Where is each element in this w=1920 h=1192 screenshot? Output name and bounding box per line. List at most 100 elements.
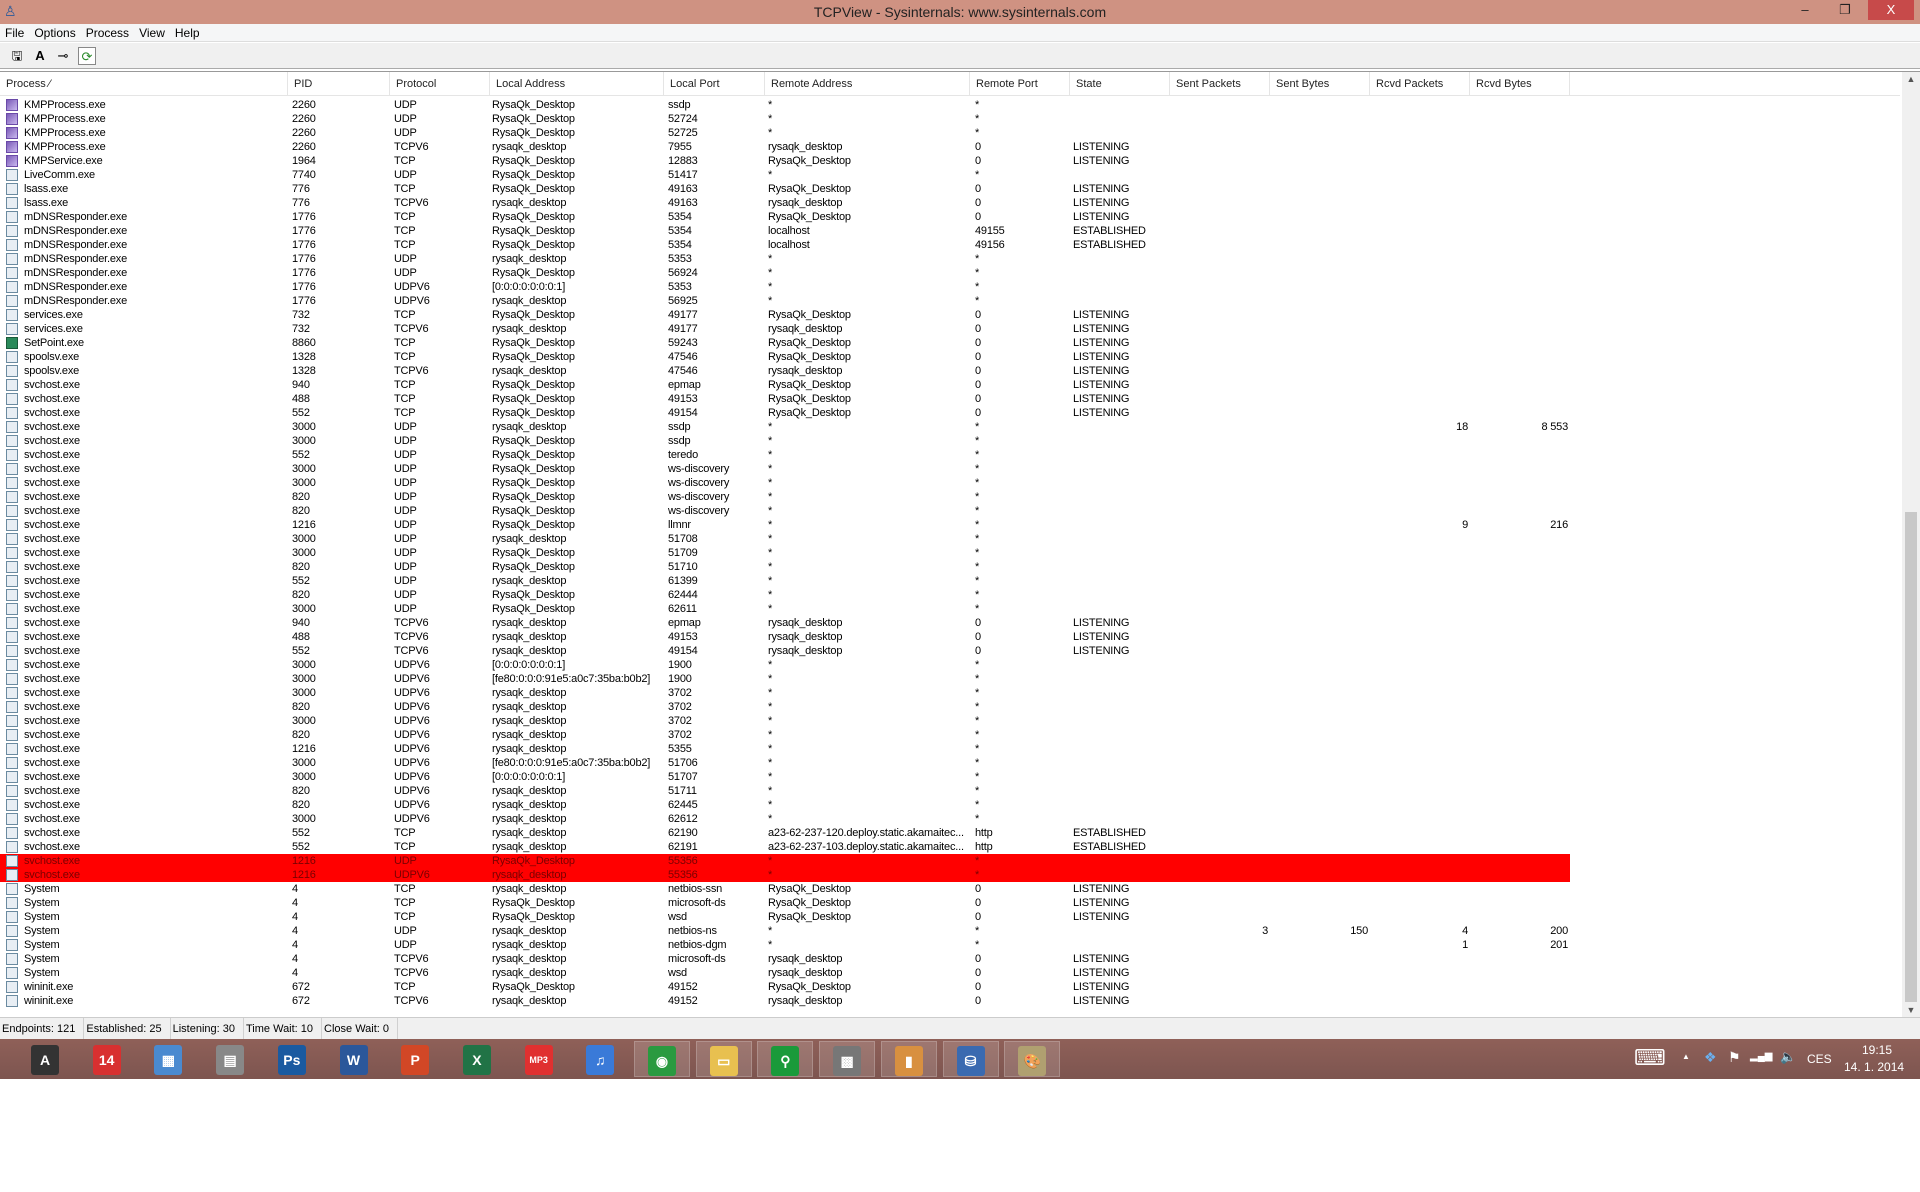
taskbar-button[interactable]: ▮	[880, 1041, 937, 1077]
column-header-local-address[interactable]: Local Address	[490, 72, 664, 96]
taskbar-button[interactable]: ▦	[140, 1041, 196, 1077]
taskbar-button[interactable]: P	[387, 1041, 443, 1077]
table-row[interactable]: System 4 TCP RysaQk_Desktop wsd RysaQk_Deskto…	[0, 910, 1570, 924]
column-header-pid[interactable]: PID	[288, 72, 390, 96]
table-row[interactable]: mDNSResponder.exe 1776 UDP RysaQk_Desktop 56…	[0, 266, 1570, 280]
table-row[interactable]: svchost.exe 552 TCP rysaqk_desktop 62190 a23-…	[0, 826, 1570, 840]
column-header-process[interactable]: Process ⁄	[0, 72, 288, 96]
table-row[interactable]: KMPProcess.exe 2260 UDP RysaQk_Desktop 52725…	[0, 126, 1570, 140]
input-language[interactable]: CES	[1807, 1052, 1832, 1066]
table-row[interactable]: svchost.exe 3000 UDPV6 [0:0:0:0:0:0:0:1] 517…	[0, 770, 1570, 784]
column-header-state[interactable]: State	[1070, 72, 1170, 96]
table-row[interactable]: services.exe 732 TCP RysaQk_Desktop 49177 Rys…	[0, 308, 1570, 322]
taskbar-button[interactable]: X	[449, 1041, 505, 1077]
table-row[interactable]: mDNSResponder.exe 1776 UDPV6 [0:0:0:0:0:0:0…	[0, 280, 1570, 294]
table-row[interactable]: svchost.exe 820 UDPV6 rysaqk_desktop 3702 * *	[0, 728, 1570, 742]
table-row[interactable]: svchost.exe 3000 UDPV6 [fe80:0:0:0:91e5:a0c…	[0, 756, 1570, 770]
table-row[interactable]: svchost.exe 3000 UDP RysaQk_Desktop ws-disco…	[0, 476, 1570, 490]
table-row[interactable]: svchost.exe 3000 UDPV6 [0:0:0:0:0:0:0:1] 190…	[0, 658, 1570, 672]
table-row[interactable]: KMPProcess.exe 2260 UDP RysaQk_Desktop ssdp *…	[0, 98, 1570, 112]
menu-file[interactable]: File	[5, 26, 25, 40]
table-row[interactable]: svchost.exe 3000 UDP RysaQk_Desktop 62611 * *	[0, 602, 1570, 616]
scroll-down-icon[interactable]: ▼	[1906, 1005, 1916, 1015]
table-row[interactable]: System 4 UDP rysaqk_desktop netbios-ns * * 3 150…	[0, 924, 1570, 938]
table-row[interactable]: wininit.exe 672 TCP RysaQk_Desktop 49152 Rysa…	[0, 980, 1570, 994]
table-row[interactable]: svchost.exe 940 TCPV6 rysaqk_desktop epmap ry…	[0, 616, 1570, 630]
table-row[interactable]: services.exe 732 TCPV6 rysaqk_desktop 49177 r…	[0, 322, 1570, 336]
table-row[interactable]: System 4 TCPV6 rysaqk_desktop microsoft-ds ry…	[0, 952, 1570, 966]
table-row[interactable]: System 4 UDP rysaqk_desktop netbios-dgm * * 1 20…	[0, 938, 1570, 952]
show-hidden-icons-icon[interactable]: ▲	[1682, 1052, 1690, 1061]
table-row-highlighted[interactable]: svchost.exe 1216 UDP RysaQk_Desktop 55356 * *	[0, 854, 1570, 868]
column-header-rcvd-packets[interactable]: Rcvd Packets	[1370, 72, 1470, 96]
table-row[interactable]: mDNSResponder.exe 1776 TCP RysaQk_Desktop 53…	[0, 210, 1570, 224]
table-row[interactable]: svchost.exe 820 UDPV6 rysaqk_desktop 62445 * *	[0, 798, 1570, 812]
column-header-sent-packets[interactable]: Sent Packets	[1170, 72, 1270, 96]
table-row[interactable]: spoolsv.exe 1328 TCP RysaQk_Desktop 47546 Rys…	[0, 350, 1570, 364]
table-row[interactable]: svchost.exe 3000 UDPV6 rysaqk_desktop 62612 *…	[0, 812, 1570, 826]
table-row[interactable]: svchost.exe 3000 UDP rysaqk_desktop ssdp * * 18…	[0, 420, 1570, 434]
taskbar-button[interactable]: A	[17, 1041, 73, 1077]
table-row[interactable]: svchost.exe 3000 UDPV6 rysaqk_desktop 3702 * *	[0, 686, 1570, 700]
table-row[interactable]: svchost.exe 3000 UDP RysaQk_Desktop 51709 * *	[0, 546, 1570, 560]
taskbar-button[interactable]: Ps	[264, 1041, 320, 1077]
table-row[interactable]: LiveComm.exe 7740 UDP RysaQk_Desktop 51417 * *	[0, 168, 1570, 182]
column-header-remote-port[interactable]: Remote Port	[970, 72, 1070, 96]
taskbar-button[interactable]: ▤	[202, 1041, 258, 1077]
taskbar-button[interactable]: ▩	[819, 1041, 876, 1077]
restore-button[interactable]: ❐	[1839, 2, 1851, 17]
table-row[interactable]: svchost.exe 3000 UDP RysaQk_Desktop ws-disco…	[0, 462, 1570, 476]
taskbar-button[interactable]: MP3	[511, 1041, 567, 1077]
table-row[interactable]: svchost.exe 940 TCP RysaQk_Desktop epmap Rysa…	[0, 378, 1570, 392]
table-row[interactable]: svchost.exe 820 UDP RysaQk_Desktop 51710 * *	[0, 560, 1570, 574]
volume-icon[interactable]: 🔈	[1780, 1049, 1797, 1064]
table-row[interactable]: svchost.exe 820 UDP RysaQk_Desktop ws-discov…	[0, 490, 1570, 504]
menu-options[interactable]: Options	[34, 26, 76, 40]
action-center-flag-icon[interactable]: ⚑	[1728, 1049, 1741, 1065]
minimize-button[interactable]: –	[1801, 2, 1809, 17]
table-row[interactable]: mDNSResponder.exe 1776 UDP rysaqk_desktop 53…	[0, 252, 1570, 266]
resolve-addresses-icon[interactable]: ⊸	[57, 48, 69, 63]
table-row[interactable]: svchost.exe 552 TCPV6 rysaqk_desktop 49154 ry…	[0, 644, 1570, 658]
table-row[interactable]: svchost.exe 3000 UDPV6 rysaqk_desktop 3702 * *	[0, 714, 1570, 728]
table-row[interactable]: svchost.exe 1216 UDPV6 rysaqk_desktop 5355 * *	[0, 742, 1570, 756]
table-row-highlighted[interactable]: svchost.exe 1216 UDPV6 rysaqk_desktop 55356 *…	[0, 868, 1570, 882]
table-row[interactable]: svchost.exe 488 TCP RysaQk_Desktop 49153 Rysa…	[0, 392, 1570, 406]
column-header-remote-address[interactable]: Remote Address	[765, 72, 970, 96]
table-row[interactable]: lsass.exe 776 TCP RysaQk_Desktop 49163 RysaQk…	[0, 182, 1570, 196]
clock-date[interactable]: 14. 1. 2014	[1844, 1060, 1905, 1074]
table-row[interactable]: KMPProcess.exe 2260 TCPV6 rysaqk_desktop 795…	[0, 140, 1570, 154]
table-row[interactable]: mDNSResponder.exe 1776 TCP RysaQk_Desktop 53…	[0, 224, 1570, 238]
table-row[interactable]: svchost.exe 820 UDPV6 rysaqk_desktop 51711 * *	[0, 784, 1570, 798]
scrollbar-thumb[interactable]	[1905, 512, 1917, 1002]
column-header-sent-bytes[interactable]: Sent Bytes	[1270, 72, 1370, 96]
taskbar-button[interactable]: 14	[79, 1041, 135, 1077]
network-signal-icon[interactable]: ▂▄▆	[1750, 1051, 1773, 1062]
column-header-local-port[interactable]: Local Port	[664, 72, 765, 96]
table-row[interactable]: System 4 TCP rysaqk_desktop netbios-ssn RysaQ…	[0, 882, 1570, 896]
table-row[interactable]: svchost.exe 820 UDP RysaQk_Desktop ws-discov…	[0, 504, 1570, 518]
column-header-protocol[interactable]: Protocol	[390, 72, 490, 96]
font-icon[interactable]: A	[35, 48, 45, 63]
menu-help[interactable]: Help	[174, 26, 200, 40]
scroll-up-icon[interactable]: ▲	[1906, 74, 1916, 84]
table-row[interactable]: System 4 TCP RysaQk_Desktop microsoft-ds Rysa…	[0, 896, 1570, 910]
close-button[interactable]: X	[1868, 0, 1914, 20]
table-row[interactable]: mDNSResponder.exe 1776 TCP RysaQk_Desktop 53…	[0, 238, 1570, 252]
taskbar-button[interactable]: ▭	[695, 1041, 752, 1077]
taskbar-button[interactable]: ◉	[634, 1041, 690, 1077]
vertical-scrollbar[interactable]: ▲ ▼	[1902, 72, 1920, 1017]
menu-view[interactable]: View	[139, 26, 165, 40]
taskbar-button[interactable]: ⚲	[757, 1041, 814, 1077]
taskbar-button[interactable]: 🎨	[1004, 1041, 1061, 1077]
table-row[interactable]: svchost.exe 552 TCP rysaqk_desktop 62191 a23-…	[0, 840, 1570, 854]
table-row[interactable]: svchost.exe 3000 UDPV6 [fe80:0:0:0:91e5:a0c…	[0, 672, 1570, 686]
taskbar-button[interactable]: ⛁	[942, 1041, 999, 1077]
table-row[interactable]: KMPProcess.exe 2260 UDP RysaQk_Desktop 52724…	[0, 112, 1570, 126]
save-icon[interactable]: 🖫	[11, 48, 23, 63]
table-row[interactable]: svchost.exe 3000 UDP RysaQk_Desktop ssdp * *	[0, 434, 1570, 448]
table-row[interactable]: svchost.exe 552 TCP RysaQk_Desktop 49154 Rysa…	[0, 406, 1570, 420]
table-row[interactable]: SetPoint.exe 8860 TCP RysaQk_Desktop 59243 Ry…	[0, 336, 1570, 350]
table-row[interactable]: spoolsv.exe 1328 TCPV6 rysaqk_desktop 47546 r…	[0, 364, 1570, 378]
table-row[interactable]: mDNSResponder.exe 1776 UDPV6 rysaqk_desktop…	[0, 294, 1570, 308]
